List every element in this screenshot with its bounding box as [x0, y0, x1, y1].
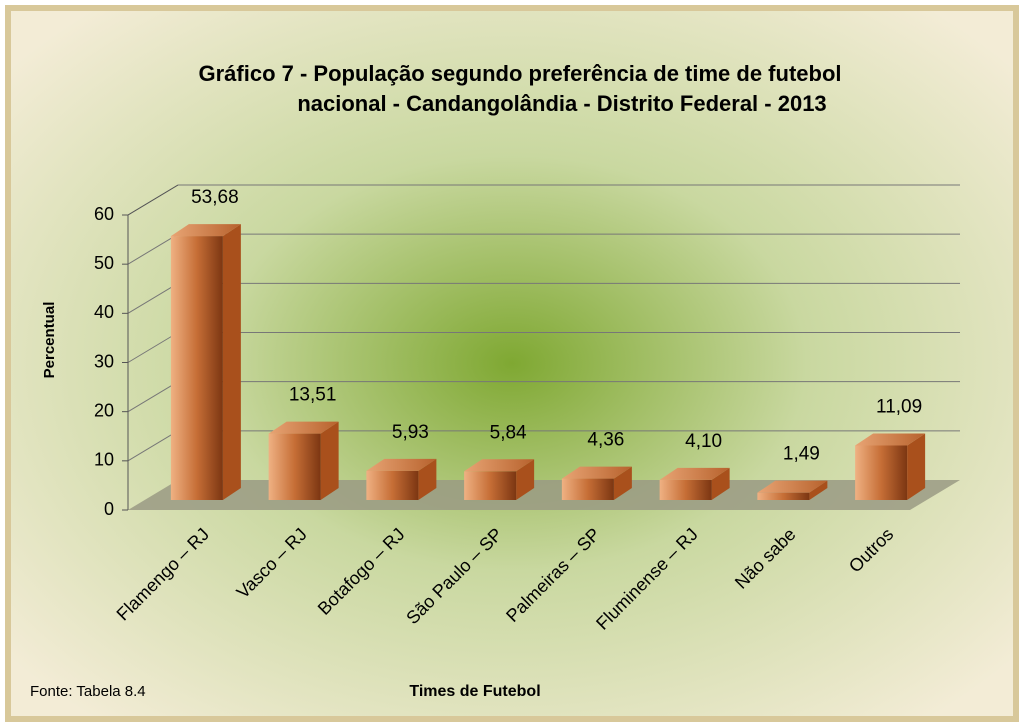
y-axis	[127, 184, 179, 216]
bar-side	[711, 467, 730, 500]
value-label: 53,68	[191, 187, 239, 208]
chart-title: Gráfico 7 - População segundo preferênci…	[198, 61, 841, 86]
value-label: 1,49	[783, 444, 820, 465]
grid-line	[127, 381, 179, 413]
bar-side	[907, 433, 926, 500]
y-tick-label: 0	[104, 499, 114, 519]
bar	[464, 471, 517, 500]
value-label: 13,51	[289, 385, 337, 406]
y-tick-label: 50	[94, 253, 114, 273]
value-label: 4,36	[587, 430, 624, 451]
value-label: 11,09	[876, 396, 922, 417]
bar-side	[222, 224, 241, 500]
floor	[128, 480, 960, 510]
x-axis-label: Times de Futebol	[409, 683, 540, 700]
bar	[855, 445, 908, 500]
chart-title: nacional - Candangolândia - Distrito Fed…	[297, 91, 826, 116]
value-label: 5,93	[392, 422, 429, 443]
grid-line	[127, 430, 179, 462]
bar	[268, 433, 321, 500]
y-tick-label: 10	[94, 450, 114, 470]
y-tick-label: 40	[94, 302, 114, 322]
source: Fonte: Tabela 8.4	[30, 683, 146, 700]
bar-top	[561, 466, 632, 479]
bar-top	[464, 459, 535, 472]
bar	[659, 479, 712, 500]
bar-side	[809, 480, 828, 500]
bar-side	[320, 421, 339, 500]
bar	[170, 236, 223, 500]
value-label: 4,10	[685, 431, 722, 452]
bar-top	[170, 224, 241, 237]
bar	[757, 492, 810, 500]
bar-top	[366, 458, 437, 471]
y-tick-label: 30	[94, 351, 114, 371]
bar-top	[855, 433, 926, 446]
bar-side	[418, 458, 437, 500]
grid-line	[127, 332, 179, 363]
bar-side	[516, 459, 535, 500]
grid-line	[127, 233, 179, 265]
y-tick-label: 20	[94, 400, 114, 420]
bar	[561, 478, 614, 500]
bar-top	[268, 421, 339, 434]
bar-side	[613, 466, 632, 500]
y-axis-label: Percentual	[41, 302, 58, 379]
y-tick-label: 60	[94, 204, 114, 224]
bar-top	[757, 480, 828, 493]
bar-top	[659, 467, 730, 480]
value-label: 5,84	[490, 422, 527, 443]
grid-line	[127, 282, 179, 314]
bar	[366, 470, 419, 500]
